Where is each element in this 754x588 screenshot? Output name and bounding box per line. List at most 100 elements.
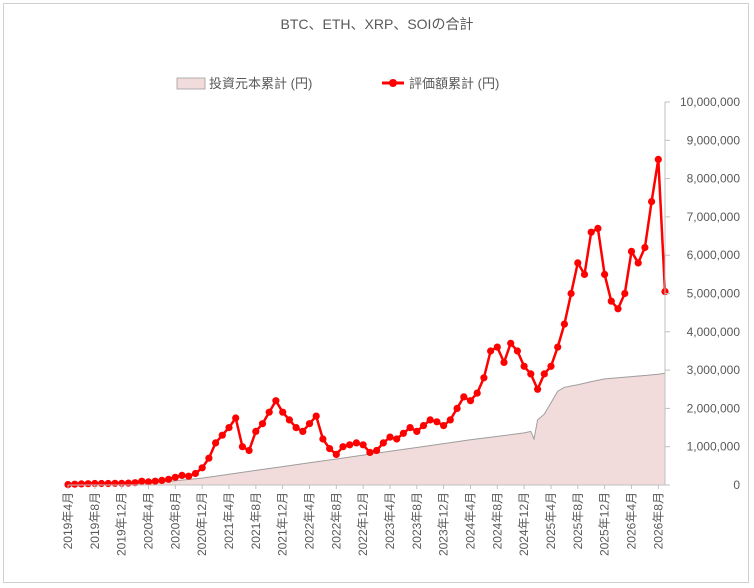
valuation-point bbox=[386, 433, 394, 441]
valuation-point bbox=[534, 385, 542, 393]
x-tick-label: 2019年12月 bbox=[115, 492, 129, 556]
valuation-point bbox=[97, 479, 106, 488]
x-axis-ticks: 2019年4月 2019年8月 2019年12月 2020年4月 2020年8月 2020… bbox=[61, 485, 665, 556]
x-tick-label: 2022年8月 bbox=[329, 492, 343, 549]
valuation-point bbox=[654, 155, 662, 163]
plot-area bbox=[64, 155, 669, 489]
y-tick-label: 3,000,000 bbox=[687, 363, 741, 377]
x-tick-label: 2021年4月 bbox=[222, 492, 236, 549]
valuation-point bbox=[493, 343, 501, 351]
valuation-point bbox=[359, 441, 367, 449]
investment-area-outline bbox=[67, 372, 666, 486]
x-tick-label: 2019年8月 bbox=[88, 492, 102, 549]
x-tick-label: 2023年4月 bbox=[383, 492, 397, 549]
valuation-point bbox=[500, 358, 508, 366]
valuation-point bbox=[513, 347, 522, 355]
valuation-point bbox=[352, 439, 360, 447]
x-tick-label: 2023年12月 bbox=[437, 492, 451, 556]
y-tick-label: 1,000,000 bbox=[687, 440, 741, 454]
valuation-point bbox=[279, 408, 287, 416]
valuation-point bbox=[198, 464, 206, 472]
valuation-point bbox=[178, 471, 186, 479]
valuation-point bbox=[621, 289, 629, 298]
valuation-point bbox=[574, 259, 582, 267]
x-tick-label: 2021年12月 bbox=[276, 492, 290, 556]
valuation-point bbox=[319, 435, 327, 443]
valuation-point bbox=[527, 370, 535, 378]
valuation-point bbox=[487, 347, 495, 355]
valuation-point bbox=[191, 469, 199, 478]
valuation-point bbox=[453, 404, 461, 412]
valuation-point bbox=[393, 435, 401, 443]
valuation-point bbox=[346, 441, 354, 449]
y-tick-label: 10,000,000 bbox=[680, 95, 740, 109]
x-tick-label: 2024年8月 bbox=[490, 492, 504, 549]
investment-area bbox=[68, 373, 665, 485]
legend: 投資元本累計 (円) 評価額累計 (円) bbox=[176, 76, 499, 91]
valuation-point bbox=[406, 424, 414, 432]
valuation-point bbox=[440, 422, 448, 430]
valuation-point bbox=[587, 228, 595, 236]
valuation-point bbox=[144, 478, 153, 486]
chart-title: BTC、ETH、XRP、SOIの合計 bbox=[281, 16, 474, 32]
valuation-point bbox=[547, 362, 555, 370]
valuation-point bbox=[218, 431, 226, 439]
y-tick-label: 5,000,000 bbox=[687, 287, 741, 301]
valuation-point bbox=[413, 427, 421, 435]
valuation-point bbox=[272, 397, 280, 405]
valuation-point bbox=[212, 439, 220, 447]
valuation-point bbox=[594, 224, 602, 232]
valuation-point bbox=[104, 479, 112, 488]
legend-label-investment: 投資元本累計 (円) bbox=[209, 76, 312, 91]
x-tick-label: 2025年4月 bbox=[544, 492, 558, 549]
valuation-point bbox=[252, 427, 260, 435]
valuation-point bbox=[232, 414, 240, 422]
x-tick-label: 2024年4月 bbox=[463, 492, 477, 549]
valuation-point bbox=[627, 247, 636, 255]
x-tick-label: 2024年12月 bbox=[517, 492, 531, 556]
valuation-point bbox=[238, 443, 246, 451]
y-tick-label: 8,000,000 bbox=[687, 172, 741, 186]
valuation-point bbox=[419, 422, 428, 430]
valuation-point bbox=[151, 477, 159, 485]
valuation-point bbox=[84, 480, 92, 488]
investment-area-layer bbox=[67, 372, 666, 486]
y-tick-label: 0 bbox=[733, 478, 740, 492]
valuation-point bbox=[634, 259, 642, 267]
valuation-point bbox=[601, 270, 609, 278]
y-tick-label: 2,000,000 bbox=[687, 401, 741, 415]
valuation-point bbox=[332, 450, 340, 458]
y-tick-label: 7,000,000 bbox=[687, 210, 741, 224]
valuation-point bbox=[399, 429, 407, 437]
x-tick-label: 2026年4月 bbox=[624, 492, 638, 549]
valuation-marker-layer bbox=[64, 155, 669, 489]
valuation-point bbox=[366, 448, 374, 456]
valuation-point bbox=[554, 343, 562, 351]
valuation-point bbox=[77, 480, 85, 488]
x-tick-label: 2025年12月 bbox=[598, 492, 612, 556]
valuation-point bbox=[245, 446, 253, 455]
valuation-point bbox=[480, 374, 488, 382]
y-tick-label: 4,000,000 bbox=[687, 325, 741, 339]
valuation-point bbox=[205, 454, 213, 462]
valuation-point bbox=[648, 198, 656, 206]
valuation-point bbox=[138, 477, 146, 485]
valuation-point bbox=[305, 420, 314, 428]
legend-swatch-investment bbox=[176, 77, 206, 90]
valuation-point bbox=[124, 479, 132, 487]
valuation-point bbox=[580, 270, 589, 278]
valuation-point bbox=[111, 479, 119, 487]
valuation-point bbox=[446, 416, 454, 424]
y-axis-ticks: 0 1,000,000 2,000,000 3,000,000 4,000,000 5,0… bbox=[665, 95, 740, 492]
x-tick-label: 2025年8月 bbox=[571, 492, 585, 549]
valuation-point bbox=[71, 480, 79, 488]
y-tick-label: 9,000,000 bbox=[687, 133, 741, 147]
valuation-point bbox=[379, 439, 387, 447]
valuation-point bbox=[607, 297, 615, 305]
valuation-point bbox=[312, 412, 320, 420]
x-tick-label: 2022年12月 bbox=[356, 492, 370, 556]
valuation-point bbox=[171, 473, 179, 481]
valuation-point bbox=[299, 427, 307, 435]
valuation-point bbox=[258, 420, 267, 428]
